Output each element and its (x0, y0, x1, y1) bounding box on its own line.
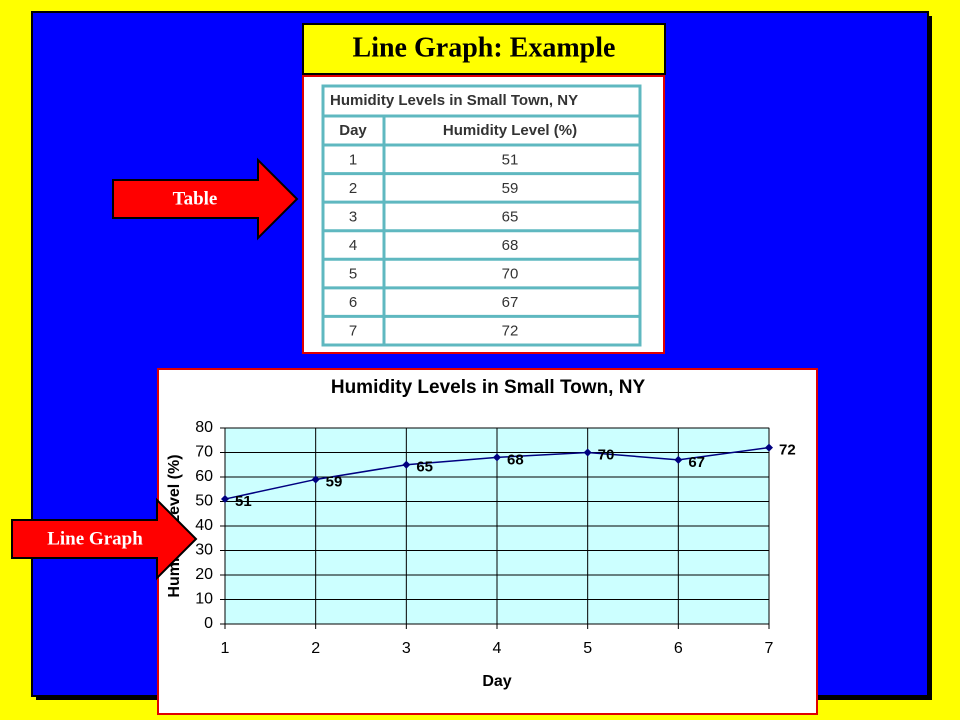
y-tick-label: 60 (195, 468, 213, 485)
table-cell: 68 (502, 237, 519, 254)
table-frame (321, 84, 642, 347)
y-tick-label: 50 (195, 493, 213, 510)
data-point (493, 453, 501, 462)
x-tick-label: 6 (674, 640, 683, 657)
table-title: Humidity Levels in Small Town, NY (330, 92, 578, 109)
x-tick-label: 1 (221, 640, 230, 657)
data-label: 67 (688, 454, 705, 471)
table-body: 1 51 2 59 3 65 4 68 5 70 6 67 7 72 (323, 143, 640, 340)
data-point (674, 455, 683, 464)
x-tick-label: 2 (311, 640, 320, 657)
table-cell: 59 (502, 180, 519, 197)
data-point (583, 448, 592, 457)
y-tick-label: 70 (195, 444, 213, 461)
arrow-label: Line Graph (47, 528, 143, 549)
y-tick-label: 0 (204, 615, 213, 632)
chart: Humidity Levels in Small Town, NY 0 10 20 30… (166, 377, 795, 690)
y-tick-label: 20 (195, 566, 213, 583)
data-label: 70 (598, 446, 615, 463)
slide-title: Line Graph: Example (353, 32, 616, 63)
data-label: 68 (507, 451, 524, 468)
table-cell: 51 (502, 151, 519, 168)
table-cell: 5 (349, 266, 357, 283)
table-cell: 3 (349, 208, 357, 225)
x-tick-label: 5 (583, 640, 592, 657)
table-cell: 67 (502, 294, 519, 311)
data-label: 72 (779, 442, 796, 459)
data-label: 59 (326, 473, 343, 490)
arrow (11, 497, 198, 581)
arrow-label: Table (173, 188, 218, 209)
y-tick-label: 10 (195, 591, 213, 608)
table-cell: 2 (349, 180, 357, 197)
table-cell: 72 (502, 323, 519, 340)
table-cell: 7 (349, 323, 357, 340)
table-cell: 70 (502, 266, 519, 283)
table-header: Humidity Level (%) (443, 122, 577, 139)
table-cell: 6 (349, 294, 357, 311)
arrow (112, 157, 299, 241)
data-point (311, 475, 320, 484)
x-tick-label: 7 (765, 640, 774, 657)
title-box (302, 23, 666, 75)
table-cell: 65 (502, 208, 519, 225)
data-point (765, 443, 773, 452)
chart-title: Humidity Levels in Small Town, NY (331, 377, 646, 398)
data-point (221, 495, 229, 504)
table-cell: 1 (349, 151, 357, 168)
table-cell: 4 (349, 237, 357, 254)
data-label: 51 (235, 493, 252, 510)
y-tick-label: 30 (195, 542, 213, 559)
data-label: 65 (416, 459, 433, 476)
x-axis-label: Day (482, 673, 511, 690)
y-tick-label: 80 (195, 419, 213, 436)
table-header: Day (339, 122, 367, 139)
y-tick-label: 40 (195, 517, 213, 534)
data-point (402, 460, 411, 469)
x-tick-label: 3 (402, 640, 411, 657)
x-tick-label: 4 (493, 640, 502, 657)
